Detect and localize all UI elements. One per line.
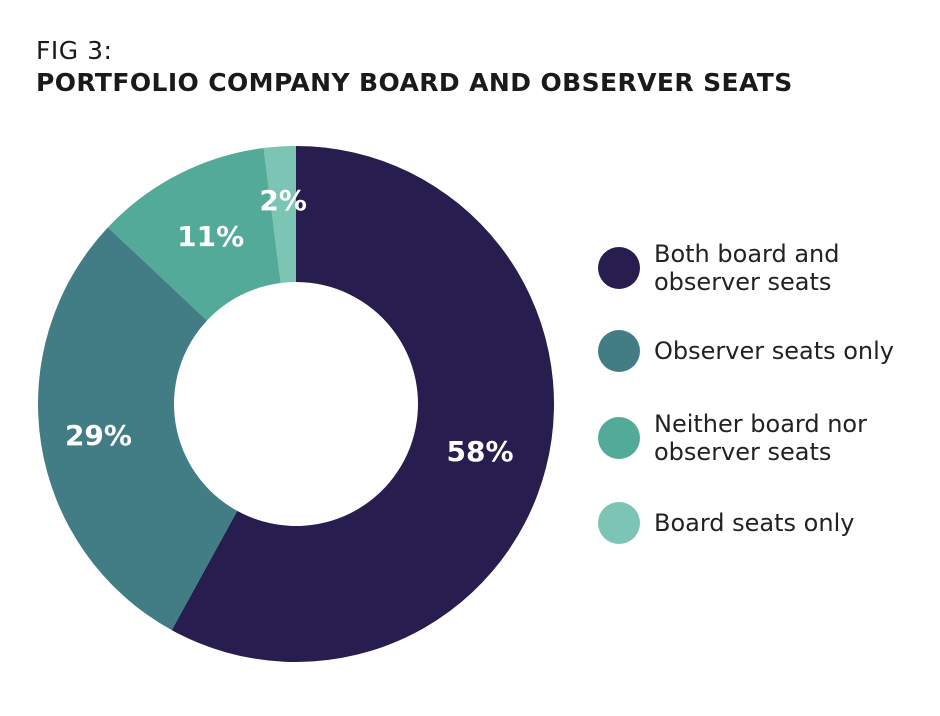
figure-title: PORTFOLIO COMPANY BOARD AND OBSERVER SEA…	[36, 68, 793, 97]
legend-item-neither-board-nor-observer-seats: Neither board nor observer seats	[598, 410, 924, 466]
legend-swatch	[598, 417, 640, 459]
legend-label: Neither board nor observer seats	[654, 410, 867, 466]
legend-label: Both board and observer seats	[654, 240, 840, 296]
slice-board-seats-only	[263, 146, 296, 283]
donut-slices	[37, 146, 554, 663]
slice-labels: 58% 29% 11% 2%	[65, 184, 514, 468]
legend-swatch	[598, 502, 640, 544]
legend-item-observer-seats-only: Observer seats only	[598, 330, 924, 372]
legend-swatch	[598, 330, 640, 372]
legend-item-both-board-and-observer-seats: Both board and observer seats	[598, 240, 924, 296]
legend-label: Board seats only	[654, 509, 855, 537]
figure-label: FIG 3:	[36, 36, 113, 65]
slice-neither-board-nor-observer-seats	[107, 148, 281, 321]
slice-label-both-board-and-observer-seats: 58%	[447, 435, 514, 468]
slice-label-observer-seats-only: 29%	[65, 419, 132, 452]
slice-label-board-seats-only: 2%	[259, 184, 307, 217]
slice-observer-seats-only	[37, 227, 238, 631]
slice-both-board-and-observer-seats	[171, 146, 554, 663]
legend-swatch	[598, 247, 640, 289]
slice-label-neither-board-nor-observer-seats: 11%	[177, 220, 244, 253]
legend-item-board-seats-only: Board seats only	[598, 502, 924, 544]
legend-label: Observer seats only	[654, 337, 895, 365]
